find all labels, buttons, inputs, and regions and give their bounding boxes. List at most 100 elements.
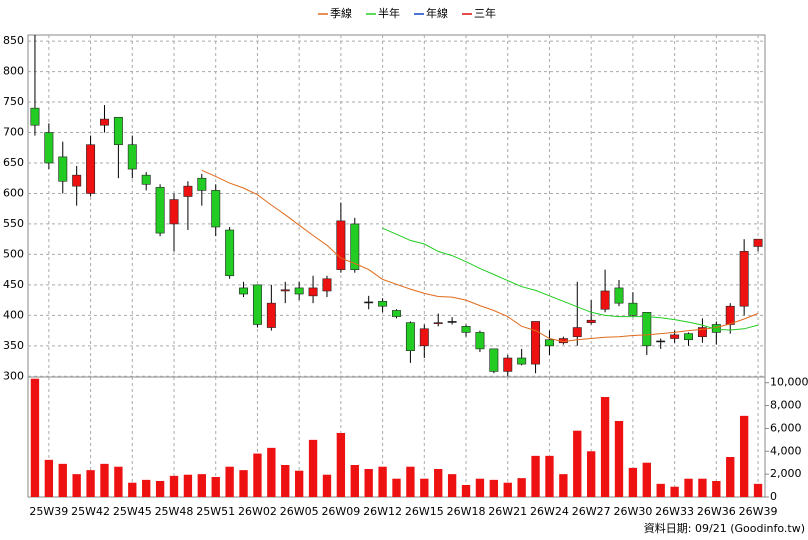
volume-bar — [753, 483, 763, 497]
candle-body — [127, 144, 137, 170]
y-tick-label: 300 — [3, 369, 24, 382]
candle-body — [239, 287, 249, 295]
volume-bar — [378, 466, 387, 497]
candle-body — [531, 321, 541, 365]
candle-body — [670, 334, 680, 339]
candle-body — [489, 348, 499, 372]
volume-bar — [420, 478, 429, 497]
volume-bar — [336, 433, 346, 497]
x-tick-label: 26W27 — [572, 505, 611, 518]
volume-bar — [72, 474, 81, 497]
x-tick-label: 26W09 — [321, 505, 360, 518]
candle-body — [141, 174, 151, 185]
volume-bar — [739, 415, 749, 497]
x-tick-label: 25W48 — [155, 505, 194, 518]
x-tick-label: 25W39 — [29, 505, 68, 518]
candle-body — [100, 118, 109, 126]
y-tick-label: 800 — [3, 65, 24, 78]
candle-body — [739, 251, 749, 307]
candle-body — [252, 284, 262, 325]
candle-body — [461, 326, 471, 333]
volume-bar — [587, 451, 596, 497]
candle-body — [183, 185, 193, 197]
x-tick-label: 26W21 — [488, 505, 527, 518]
candle-body — [72, 174, 82, 187]
y-tick-label: 450 — [3, 278, 24, 291]
candle-body — [419, 328, 429, 347]
candle-body — [322, 278, 332, 292]
candle-body — [517, 357, 527, 365]
candle-body — [336, 220, 346, 270]
volume-bar — [364, 469, 373, 497]
volume-bar — [684, 478, 693, 497]
volume-bar — [392, 478, 401, 497]
candle-body — [294, 287, 304, 295]
volume-bar — [183, 474, 193, 497]
volume-bar — [434, 469, 443, 497]
candle-body — [572, 327, 582, 337]
volume-bar — [531, 455, 540, 497]
candle-body — [197, 177, 207, 191]
y2-tick-label: 6,000 — [770, 421, 802, 434]
candle-body — [308, 287, 318, 297]
volume-bar — [642, 462, 651, 497]
x-tick-label: 26W18 — [447, 505, 486, 518]
volume-bar — [253, 453, 262, 497]
volume-bar — [573, 430, 582, 497]
y-tick-label: 400 — [3, 308, 24, 321]
candle-body — [684, 333, 693, 341]
x-tick-label: 26W24 — [530, 505, 569, 518]
volume-bar — [350, 465, 359, 497]
candle-body — [280, 289, 290, 292]
candle-body — [364, 301, 374, 304]
x-tick-label: 25W42 — [71, 505, 110, 518]
volume-bar — [30, 378, 40, 497]
candle-body — [378, 301, 388, 307]
candle-body — [155, 187, 165, 234]
candle-body — [225, 229, 235, 277]
candle-body — [392, 310, 401, 317]
y-tick-label: 350 — [3, 339, 24, 352]
candle-body — [405, 322, 415, 351]
legend-label: 半年 — [378, 6, 400, 20]
volume-bar — [670, 486, 679, 497]
footer: 資料日期: 09/21 (Goodinfo.tw) — [644, 521, 805, 535]
candle-body — [503, 357, 513, 372]
volume-bar — [44, 459, 54, 497]
x-tick-label: 26W33 — [655, 505, 694, 518]
volume-bar — [447, 474, 457, 497]
volume-bar — [489, 479, 499, 497]
y2-tick-label: 2,000 — [770, 467, 802, 480]
y-tick-label: 550 — [3, 217, 24, 230]
candle-body — [614, 287, 624, 304]
y-tick-label: 850 — [3, 34, 24, 47]
ma-line — [201, 169, 759, 343]
candle-body — [753, 238, 763, 247]
candle-body — [628, 302, 638, 316]
volume-bar — [114, 466, 123, 497]
y-tick-label: 650 — [3, 156, 24, 169]
x-tick-label: 26W30 — [613, 505, 652, 518]
candle-body — [211, 190, 221, 228]
candle-body — [656, 340, 666, 343]
volume-bar — [517, 478, 526, 497]
volume-bar — [600, 397, 610, 497]
volume-bar — [656, 483, 665, 497]
volume-bar — [559, 474, 568, 497]
candle-body — [447, 321, 457, 323]
y-tick-label: 700 — [3, 126, 24, 139]
volume-bar — [614, 421, 624, 497]
y2-tick-label: 8,000 — [770, 399, 802, 412]
candle-body — [30, 107, 40, 126]
y2-tick-label: 4,000 — [770, 444, 802, 457]
volume-bar — [100, 463, 109, 497]
y2-tick-label: 0 — [770, 490, 777, 503]
candle-body — [642, 312, 652, 347]
candle-body — [350, 223, 360, 270]
x-tick-label: 26W36 — [697, 505, 736, 518]
legend-label: 三年 — [474, 6, 496, 20]
candle-body — [86, 144, 96, 194]
volume-bar — [406, 466, 415, 497]
candle-body — [433, 322, 443, 324]
